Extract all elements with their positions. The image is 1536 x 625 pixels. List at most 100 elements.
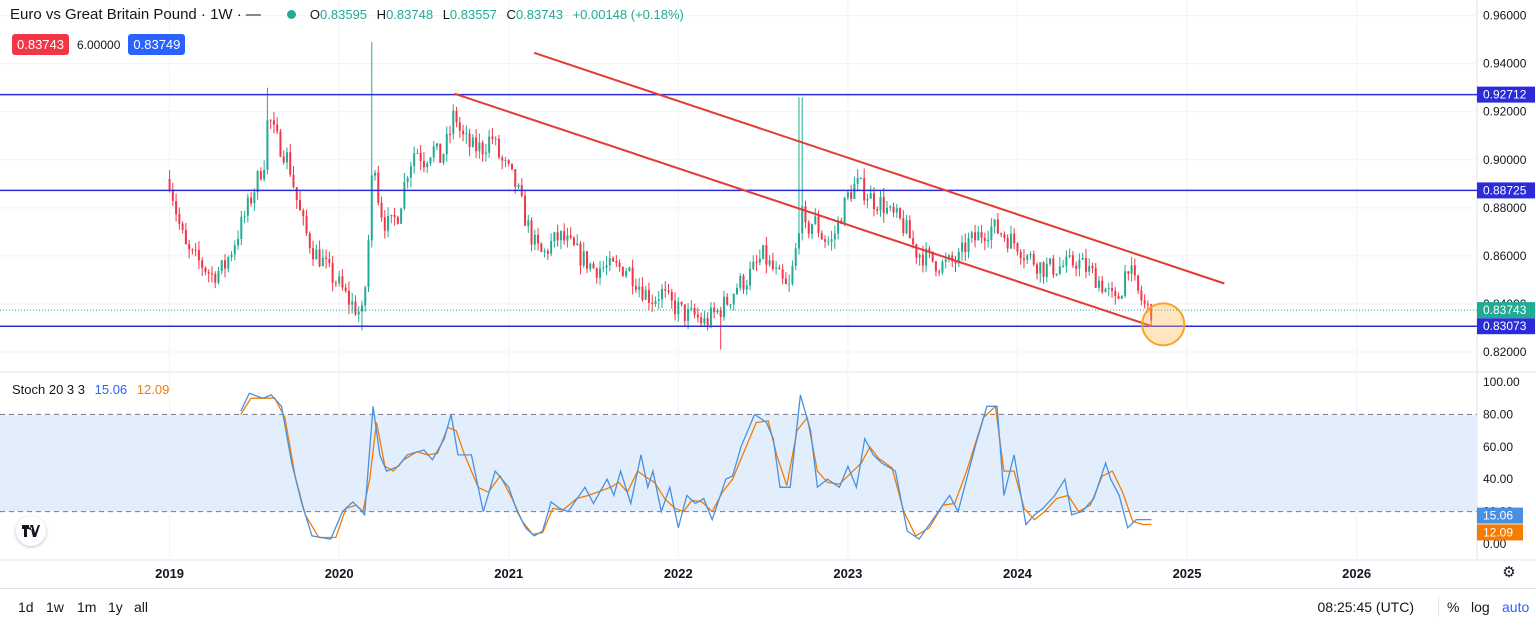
candle-body bbox=[856, 177, 859, 184]
candle-body bbox=[585, 251, 588, 269]
candle-body bbox=[1000, 233, 1003, 235]
candle-body bbox=[210, 273, 213, 275]
candle-body bbox=[1140, 290, 1143, 301]
stoch-y-tick-label: 80.00 bbox=[1483, 407, 1513, 421]
candle-body bbox=[413, 153, 416, 167]
candle-body bbox=[204, 267, 207, 273]
candle-body bbox=[618, 262, 621, 267]
candle-body bbox=[1062, 265, 1065, 267]
candle-body bbox=[214, 273, 217, 283]
symbol-title[interactable]: Euro vs Great Britain Pound · 1W · — bbox=[10, 6, 261, 23]
stoch-k-line bbox=[240, 392, 1152, 540]
candle-body bbox=[605, 265, 608, 268]
candle-body bbox=[1026, 255, 1029, 260]
trend-line bbox=[533, 51, 1225, 285]
candle-body bbox=[700, 317, 703, 324]
utc-clock[interactable]: 08:25:45 (UTC) bbox=[1317, 599, 1414, 615]
candle-body bbox=[912, 238, 915, 245]
stoch-d-tag-label: 12.09 bbox=[1483, 525, 1513, 539]
candle-body bbox=[1091, 266, 1094, 269]
candle-body bbox=[475, 137, 478, 152]
buy-button[interactable]: 0.83749 bbox=[128, 34, 186, 55]
tradingview-logo-icon[interactable] bbox=[16, 516, 46, 546]
candle-body bbox=[230, 254, 233, 258]
high-value: 0.83748 bbox=[386, 7, 434, 22]
candle-body bbox=[745, 285, 748, 290]
log-toggle[interactable]: log bbox=[1471, 599, 1490, 615]
timeframe-1y[interactable]: 1y bbox=[108, 599, 123, 615]
candle-body bbox=[811, 224, 814, 234]
candle-body bbox=[445, 133, 448, 155]
candle-body bbox=[422, 160, 425, 168]
candle-body bbox=[344, 287, 347, 291]
candle-body bbox=[514, 169, 517, 187]
candle-body bbox=[184, 229, 187, 245]
gear-icon[interactable]: ⚙ bbox=[1502, 564, 1516, 581]
trend-lines[interactable] bbox=[454, 51, 1225, 347]
candle-body bbox=[207, 272, 210, 274]
timeframe-1m[interactable]: 1m bbox=[77, 599, 97, 615]
tv-mark-icon bbox=[22, 525, 40, 537]
stoch-legend[interactable]: Stoch 20 3 3 15.06 12.09 bbox=[12, 382, 169, 397]
candle-body bbox=[866, 198, 869, 201]
stoch-d-value: 12.09 bbox=[136, 382, 170, 397]
candle-body bbox=[263, 170, 266, 180]
candle-body bbox=[781, 269, 784, 279]
candle-body bbox=[517, 184, 520, 187]
timeframe-1w[interactable]: 1w bbox=[46, 599, 64, 615]
candle-body bbox=[400, 208, 403, 224]
stoch-y-tick-label: 60.00 bbox=[1483, 440, 1513, 454]
candle-body bbox=[791, 265, 794, 284]
candle-body bbox=[974, 232, 977, 241]
candle-body bbox=[768, 260, 771, 265]
candle-body bbox=[631, 267, 634, 287]
candle-body bbox=[827, 241, 830, 243]
candle-body bbox=[347, 290, 350, 305]
toolbar-divider bbox=[1438, 597, 1439, 617]
candle-body bbox=[328, 259, 331, 264]
candle-body bbox=[947, 255, 950, 260]
y-tick-label: 0.94000 bbox=[1483, 57, 1527, 71]
timeframe-all[interactable]: all bbox=[134, 599, 149, 615]
candle-body bbox=[471, 137, 474, 147]
candle-body bbox=[312, 248, 315, 260]
candle-body bbox=[843, 197, 846, 224]
candle-body bbox=[996, 219, 999, 234]
candle-body bbox=[775, 267, 778, 269]
candle-body bbox=[977, 232, 980, 241]
auto-toggle[interactable]: auto bbox=[1502, 599, 1530, 615]
horizontal-lines[interactable] bbox=[0, 93, 1477, 327]
candle-body bbox=[569, 235, 572, 238]
stoch-name: Stoch 20 3 3 bbox=[12, 382, 85, 397]
timeframe-1d[interactable]: 1d bbox=[18, 599, 34, 615]
candle-body bbox=[1127, 271, 1130, 274]
candle-body bbox=[1094, 268, 1097, 288]
candle-body bbox=[846, 192, 849, 198]
candle-body bbox=[647, 289, 650, 303]
candle-body bbox=[250, 197, 253, 204]
candle-body bbox=[1101, 280, 1104, 293]
candle-body bbox=[315, 249, 318, 260]
level-price-tag bbox=[1477, 86, 1535, 103]
candle-body bbox=[439, 143, 442, 163]
stoch-k-value: 15.06 bbox=[94, 382, 128, 397]
candle-body bbox=[367, 240, 370, 288]
candle-body bbox=[889, 206, 892, 208]
candle-body bbox=[168, 178, 171, 190]
candle-body bbox=[687, 309, 690, 321]
candle-body bbox=[1111, 288, 1114, 291]
candle-body bbox=[1133, 265, 1136, 276]
candle-body bbox=[576, 243, 579, 246]
percent-toggle[interactable]: % bbox=[1447, 599, 1460, 615]
candle-body bbox=[957, 251, 960, 264]
candle-body bbox=[807, 222, 810, 234]
candle-body bbox=[850, 192, 853, 199]
candle-body bbox=[393, 214, 396, 218]
trade-box: 0.83743 6.00000 0.83749 bbox=[12, 34, 186, 55]
candle-body bbox=[680, 301, 683, 305]
candle-body bbox=[778, 267, 781, 270]
candle-body bbox=[331, 263, 334, 283]
candle-body bbox=[660, 288, 663, 300]
sell-button[interactable]: 0.83743 bbox=[12, 34, 69, 55]
